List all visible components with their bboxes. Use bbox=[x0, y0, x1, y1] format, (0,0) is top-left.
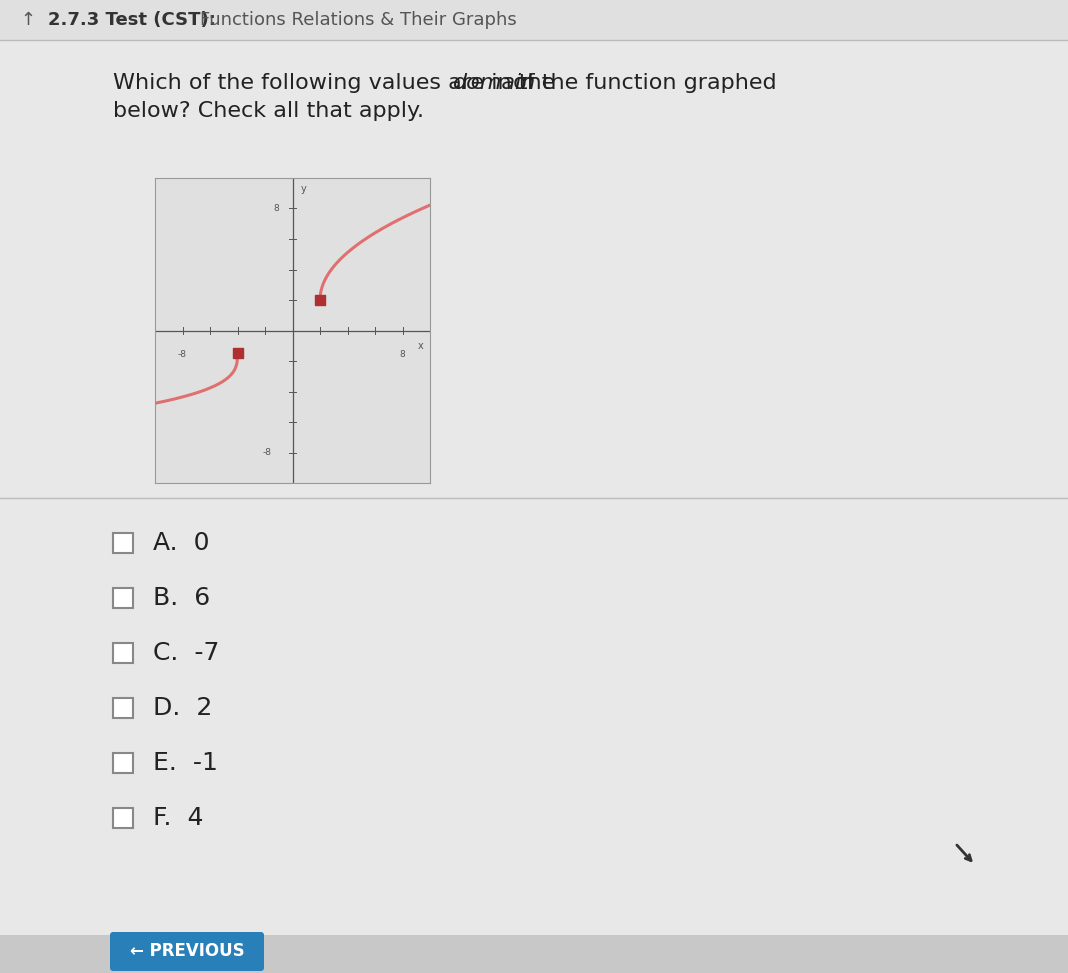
Text: x: x bbox=[418, 341, 423, 351]
Text: F.  4: F. 4 bbox=[153, 806, 204, 830]
Text: ← PREVIOUS: ← PREVIOUS bbox=[129, 943, 245, 960]
Text: ↑: ↑ bbox=[20, 11, 35, 29]
Bar bbox=[113, 533, 134, 553]
Text: C.  -7: C. -7 bbox=[153, 641, 219, 665]
Text: 8: 8 bbox=[273, 204, 279, 213]
Text: -8: -8 bbox=[263, 448, 272, 457]
Point bbox=[312, 292, 329, 307]
Text: below? Check all that apply.: below? Check all that apply. bbox=[113, 101, 424, 121]
Bar bbox=[0, 0, 1068, 40]
Text: of the function graphed: of the function graphed bbox=[506, 73, 776, 93]
Text: 2.7.3 Test (CST):: 2.7.3 Test (CST): bbox=[48, 11, 216, 29]
Text: y: y bbox=[301, 184, 307, 194]
Point bbox=[229, 345, 246, 361]
Text: Which of the following values are in the: Which of the following values are in the bbox=[113, 73, 563, 93]
Bar bbox=[113, 588, 134, 608]
Text: -8: -8 bbox=[178, 350, 187, 359]
Text: B.  6: B. 6 bbox=[153, 586, 210, 610]
Text: E.  -1: E. -1 bbox=[153, 751, 218, 775]
FancyBboxPatch shape bbox=[110, 932, 264, 971]
Text: 8: 8 bbox=[399, 350, 406, 359]
Text: domain: domain bbox=[453, 73, 536, 93]
Text: D.  2: D. 2 bbox=[153, 696, 213, 720]
Bar bbox=[113, 698, 134, 718]
Bar bbox=[113, 643, 134, 663]
Bar bbox=[113, 808, 134, 828]
Bar bbox=[113, 753, 134, 773]
Text: Functions Relations & Their Graphs: Functions Relations & Their Graphs bbox=[200, 11, 517, 29]
Text: A.  0: A. 0 bbox=[153, 531, 209, 555]
